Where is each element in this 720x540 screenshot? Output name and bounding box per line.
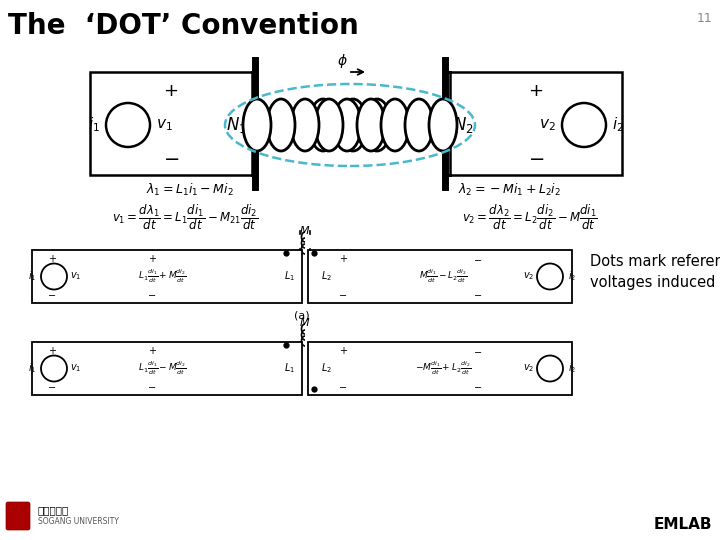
Text: $\lambda_1 = L_1 i_1 - Mi_2$: $\lambda_1 = L_1 i_1 - Mi_2$ <box>146 182 234 198</box>
Text: +: + <box>163 82 179 100</box>
Text: EMLAB: EMLAB <box>654 517 712 532</box>
Text: $-$: $-$ <box>48 381 57 391</box>
Text: The  ‘DOT’ Convention: The ‘DOT’ Convention <box>8 12 359 40</box>
Text: $v_2$: $v_2$ <box>523 271 534 282</box>
Ellipse shape <box>363 99 391 151</box>
Text: $v_2$: $v_2$ <box>523 362 534 374</box>
Text: $-$: $-$ <box>148 289 156 299</box>
Text: +: + <box>48 346 56 356</box>
Ellipse shape <box>339 99 367 151</box>
Text: +: + <box>339 254 347 264</box>
Text: $v_2$: $v_2$ <box>539 117 556 133</box>
Text: $-$: $-$ <box>474 289 482 299</box>
Circle shape <box>562 103 606 147</box>
Text: $-M\frac{di_1}{dt}+L_2\frac{di_2}{dt}$: $-M\frac{di_1}{dt}+L_2\frac{di_2}{dt}$ <box>415 360 471 377</box>
Text: $-$: $-$ <box>338 381 348 391</box>
Circle shape <box>41 264 67 289</box>
Ellipse shape <box>381 99 409 151</box>
Text: $v_1$: $v_1$ <box>70 271 81 282</box>
Text: (a): (a) <box>294 311 310 321</box>
Text: $v_1$: $v_1$ <box>156 117 173 133</box>
Text: $-$: $-$ <box>338 289 348 299</box>
Bar <box>32 250 302 303</box>
Text: +: + <box>48 254 56 264</box>
Text: $i_1$: $i_1$ <box>27 362 36 375</box>
Text: $\phi$: $\phi$ <box>337 52 347 70</box>
Ellipse shape <box>333 99 361 151</box>
Text: $L_1\frac{di_1}{dt}-M\frac{di_2}{dt}$: $L_1\frac{di_1}{dt}-M\frac{di_2}{dt}$ <box>138 360 186 377</box>
Bar <box>308 250 572 303</box>
Ellipse shape <box>309 99 337 151</box>
Ellipse shape <box>315 99 343 151</box>
Text: $v_1 = \dfrac{d\lambda_1}{dt} = L_1\dfrac{di_1}{dt} - M_{21}\dfrac{di_2}{dt}$: $v_1 = \dfrac{d\lambda_1}{dt} = L_1\dfra… <box>112 202 258 232</box>
Text: $v_2 = \dfrac{d\lambda_2}{dt} = L_2\dfrac{di_2}{dt} - M\dfrac{di_1}{dt}$: $v_2 = \dfrac{d\lambda_2}{dt} = L_2\dfra… <box>462 202 598 232</box>
Text: $i_2$: $i_2$ <box>568 269 576 284</box>
Text: $L_1\frac{di_1}{dt}+M\frac{di_2}{dt}$: $L_1\frac{di_1}{dt}+M\frac{di_2}{dt}$ <box>138 268 186 285</box>
Bar <box>32 342 302 395</box>
Text: $-$: $-$ <box>148 381 156 391</box>
Text: $i_2$: $i_2$ <box>612 116 624 134</box>
FancyBboxPatch shape <box>6 502 30 530</box>
Text: $N_1$: $N_1$ <box>226 115 247 135</box>
Circle shape <box>41 355 67 381</box>
Text: 11: 11 <box>696 12 712 25</box>
Text: $L_1$: $L_1$ <box>284 269 295 284</box>
Text: $-$: $-$ <box>163 148 179 167</box>
Text: $M$: $M$ <box>300 224 310 236</box>
Ellipse shape <box>405 99 433 151</box>
Text: $L_1$: $L_1$ <box>284 362 295 375</box>
Text: $i_1$: $i_1$ <box>27 269 36 284</box>
Text: $L_2$: $L_2$ <box>320 362 331 375</box>
Ellipse shape <box>429 99 457 151</box>
Text: $L_2$: $L_2$ <box>320 269 331 284</box>
Circle shape <box>537 355 563 381</box>
Text: +: + <box>528 82 544 100</box>
Text: Dots mark reference polarity for
voltages induced by each flux: Dots mark reference polarity for voltage… <box>590 254 720 290</box>
Text: $M$: $M$ <box>300 316 310 328</box>
Ellipse shape <box>291 99 319 151</box>
Text: $-$: $-$ <box>474 254 482 264</box>
Text: $-$: $-$ <box>474 346 482 356</box>
Text: $N_2$: $N_2$ <box>453 115 474 135</box>
Text: +: + <box>148 254 156 264</box>
Text: 서강대학교: 서강대학교 <box>38 505 69 515</box>
Text: SOGANG UNIVERSITY: SOGANG UNIVERSITY <box>38 516 119 525</box>
Text: $-$: $-$ <box>528 148 544 167</box>
Ellipse shape <box>357 99 385 151</box>
Circle shape <box>537 264 563 289</box>
Text: +: + <box>148 346 156 356</box>
Text: $M\frac{di_1}{dt}-L_2\frac{di_2}{dt}$: $M\frac{di_1}{dt}-L_2\frac{di_2}{dt}$ <box>418 268 467 285</box>
Bar <box>90 72 252 175</box>
Text: $-$: $-$ <box>48 289 57 299</box>
Text: $\lambda_2 = -Mi_1 + L_2 i_2$: $\lambda_2 = -Mi_1 + L_2 i_2$ <box>459 182 562 198</box>
Text: $i_2$: $i_2$ <box>568 362 576 375</box>
Text: $v_1$: $v_1$ <box>70 362 81 374</box>
Ellipse shape <box>243 99 271 151</box>
Text: $i_1$: $i_1$ <box>88 116 100 134</box>
Bar <box>308 342 572 395</box>
Ellipse shape <box>267 99 295 151</box>
Text: $-$: $-$ <box>474 381 482 391</box>
Text: +: + <box>339 346 347 356</box>
Circle shape <box>106 103 150 147</box>
Bar <box>450 72 622 175</box>
